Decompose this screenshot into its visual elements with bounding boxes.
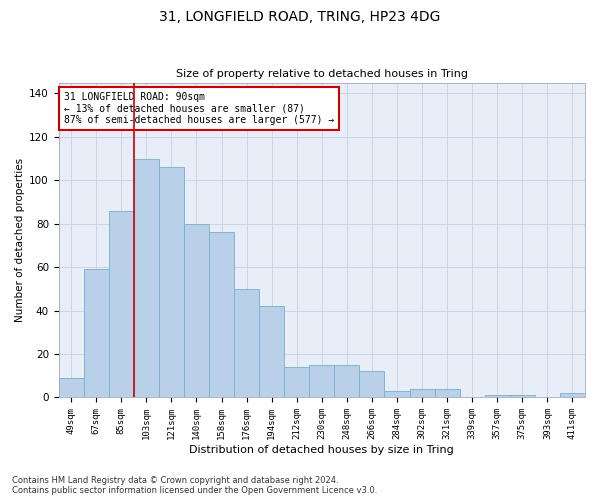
Text: 31, LONGFIELD ROAD, TRING, HP23 4DG: 31, LONGFIELD ROAD, TRING, HP23 4DG [160, 10, 440, 24]
Text: Contains HM Land Registry data © Crown copyright and database right 2024.
Contai: Contains HM Land Registry data © Crown c… [12, 476, 377, 495]
Bar [560, 393, 585, 398]
Bar [410, 389, 434, 398]
Bar [510, 396, 535, 398]
X-axis label: Distribution of detached houses by size in Tring: Distribution of detached houses by size … [190, 445, 454, 455]
Y-axis label: Number of detached properties: Number of detached properties [15, 158, 25, 322]
Bar [259, 306, 284, 398]
Bar [209, 232, 234, 398]
Bar [134, 158, 159, 398]
Bar [385, 391, 410, 398]
Bar [434, 389, 460, 398]
Bar [309, 365, 334, 398]
Bar [84, 270, 109, 398]
Bar [184, 224, 209, 398]
Text: 31 LONGFIELD ROAD: 90sqm
← 13% of detached houses are smaller (87)
87% of semi-d: 31 LONGFIELD ROAD: 90sqm ← 13% of detach… [64, 92, 334, 125]
Bar [109, 210, 134, 398]
Bar [485, 396, 510, 398]
Title: Size of property relative to detached houses in Tring: Size of property relative to detached ho… [176, 69, 468, 79]
Bar [334, 365, 359, 398]
Bar [59, 378, 84, 398]
Bar [159, 168, 184, 398]
Bar [359, 372, 385, 398]
Bar [234, 289, 259, 398]
Bar [284, 367, 309, 398]
